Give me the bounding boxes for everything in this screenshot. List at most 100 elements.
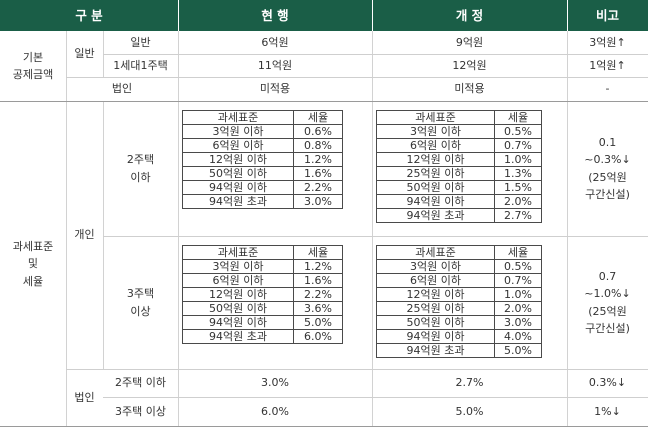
- grid-line: [66, 31, 67, 101]
- table-row: 94억원 이하 4.0%: [376, 329, 542, 344]
- table-header-cell: 과세표준: [376, 245, 495, 260]
- table-row: 3억원 이하 1.2%: [182, 259, 343, 274]
- three-homes-label: 3주택 이상: [103, 236, 178, 369]
- table-cell: 3.0%: [494, 315, 542, 330]
- header-divider: [372, 0, 373, 31]
- header-divider: [567, 0, 568, 31]
- table-cell: 3억원 이하: [376, 124, 495, 139]
- grid-line: [103, 54, 648, 55]
- three-homes-label-text: 3주택 이상: [126, 287, 155, 318]
- table-cell: 2.0%: [494, 194, 542, 209]
- basic-deduction-label: 기본 공제금액: [0, 31, 66, 101]
- three-homes-note: 0.7 ~1.0%↓ (25억원 구간신설): [567, 236, 648, 369]
- table-cell: 0.6%: [293, 124, 343, 139]
- table-row: 50억원 이하 1.6%: [182, 166, 343, 181]
- table-cell: 0.7%: [494, 273, 542, 288]
- table-cell: 2.7%: [494, 208, 542, 223]
- row-revised-value: 미적용: [454, 82, 485, 96]
- header-divider: [178, 0, 179, 31]
- table-header-cell: 과세표준: [376, 110, 495, 125]
- row-revised-value: 2.7%: [455, 376, 484, 390]
- table-header-band: [0, 0, 648, 31]
- table-header-cell: 세율: [293, 245, 343, 260]
- grid-line: [103, 236, 648, 237]
- row-detail: 1세대1주택: [113, 58, 168, 72]
- individual-label: 개인: [74, 228, 95, 242]
- table-row: 94억원 초과 6.0%: [182, 329, 343, 344]
- table-cell: 12억원 이하: [182, 287, 294, 302]
- table-row: 94억원 초과 5.0%: [376, 343, 542, 358]
- corp-row-label: 법인: [111, 82, 133, 96]
- row-revised-value: 5.0%: [455, 404, 484, 418]
- table-cell: 1.3%: [494, 166, 542, 181]
- two-homes-label-text: 2주택 이하: [126, 153, 155, 184]
- current-rate-table-three-homes: 과세표준 세율 3억원 이하 1.2% 6억원 이하 1.6% 12억원 이하 …: [182, 245, 343, 344]
- row-detail: 3주택 이상: [115, 404, 166, 418]
- table-cell: 94억원 이하: [182, 315, 294, 330]
- table-row: 50억원 이하 3.6%: [182, 301, 343, 316]
- table-cell: 1.6%: [293, 273, 343, 288]
- table-row: 12억원 이하 1.0%: [376, 287, 542, 302]
- table-row: 25억원 이하 1.3%: [376, 166, 542, 181]
- table-row: 과세표준 세율: [182, 245, 343, 260]
- table-cell: 1.0%: [494, 152, 542, 167]
- table-row: 12억원 이하 1.2%: [182, 152, 343, 167]
- row-detail: 2주택 이하: [115, 376, 166, 390]
- table-cell: 12억원 이하: [376, 287, 495, 302]
- tax-rate-group-label: 과세표준 및 세율: [0, 101, 66, 427]
- table-cell: 25억원 이하: [376, 166, 495, 181]
- corporate-label: 법인: [74, 390, 95, 404]
- table-cell: 0.8%: [293, 138, 343, 153]
- table-row: 과세표준 세율: [376, 110, 542, 125]
- table-cell: 25억원 이하: [376, 301, 495, 316]
- table-row: 94억원 이하 2.2%: [182, 180, 343, 195]
- grid-line: [567, 31, 568, 427]
- table-cell: 94억원 초과: [182, 329, 294, 344]
- table-cell: 94억원 이하: [376, 194, 495, 209]
- table-header-cell: 세율: [494, 245, 542, 260]
- table-cell: 50억원 이하: [376, 315, 495, 330]
- table-cell: 94억원 이하: [182, 180, 294, 195]
- table-row: 6억원 이하 1.6%: [182, 273, 343, 288]
- table-row: 94억원 이하 5.0%: [182, 315, 343, 330]
- table-header-cell: 세율: [494, 110, 542, 125]
- table-cell: 3억원 이하: [376, 259, 495, 274]
- header-revised: 개 정: [455, 7, 484, 23]
- row-note: 0.3%↓: [588, 376, 627, 390]
- table-cell: 94억원 이하: [376, 329, 495, 344]
- table-cell: 2.2%: [293, 180, 343, 195]
- table-cell: 2.0%: [494, 301, 542, 316]
- table-row: 12억원 이하 1.0%: [376, 152, 542, 167]
- row-detail: 일반: [130, 35, 151, 49]
- table-cell: 3억원 이하: [182, 259, 294, 274]
- table-cell: 4.0%: [494, 329, 542, 344]
- grid-line: [66, 101, 67, 427]
- table-cell: 1.2%: [293, 259, 343, 274]
- row-revised-value: 12억원: [452, 58, 487, 72]
- grid-line: [103, 397, 648, 398]
- table-row: 50억원 이하 3.0%: [376, 315, 542, 330]
- table-row: 50억원 이하 1.5%: [376, 180, 542, 195]
- grid-line: [66, 369, 648, 370]
- table-row: 94억원 초과 3.0%: [182, 194, 343, 209]
- table-header-cell: 과세표준: [182, 110, 294, 125]
- table-cell: 1.6%: [293, 166, 343, 181]
- revised-rate-table-two-homes: 과세표준 세율 3억원 이하 0.5% 6억원 이하 0.7% 12억원 이하 …: [376, 110, 542, 223]
- table-cell: 1.0%: [494, 287, 542, 302]
- general-sub-label: 일반: [74, 47, 95, 61]
- table-row: 6억원 이하 0.7%: [376, 138, 542, 153]
- table-cell: 50억원 이하: [182, 301, 294, 316]
- three-homes-note-text: 0.7 ~1.0%↓ (25억원 구간신설): [584, 270, 631, 335]
- table-cell: 3.0%: [293, 194, 343, 209]
- row-current-value: 3.0%: [261, 376, 289, 390]
- row-note: 1%↓: [594, 404, 621, 418]
- table-row: 25억원 이하 2.0%: [376, 301, 542, 316]
- table-row: 3억원 이하 0.6%: [182, 124, 343, 139]
- table-row: 12억원 이하 2.2%: [182, 287, 343, 302]
- grid-line: [66, 77, 648, 78]
- two-homes-note-text: 0.1 ~0.3%↓ (25억원 구간신설): [584, 136, 631, 201]
- table-header-cell: 과세표준: [182, 245, 294, 260]
- table-cell: 5.0%: [293, 315, 343, 330]
- table-row: 6억원 이하 0.8%: [182, 138, 343, 153]
